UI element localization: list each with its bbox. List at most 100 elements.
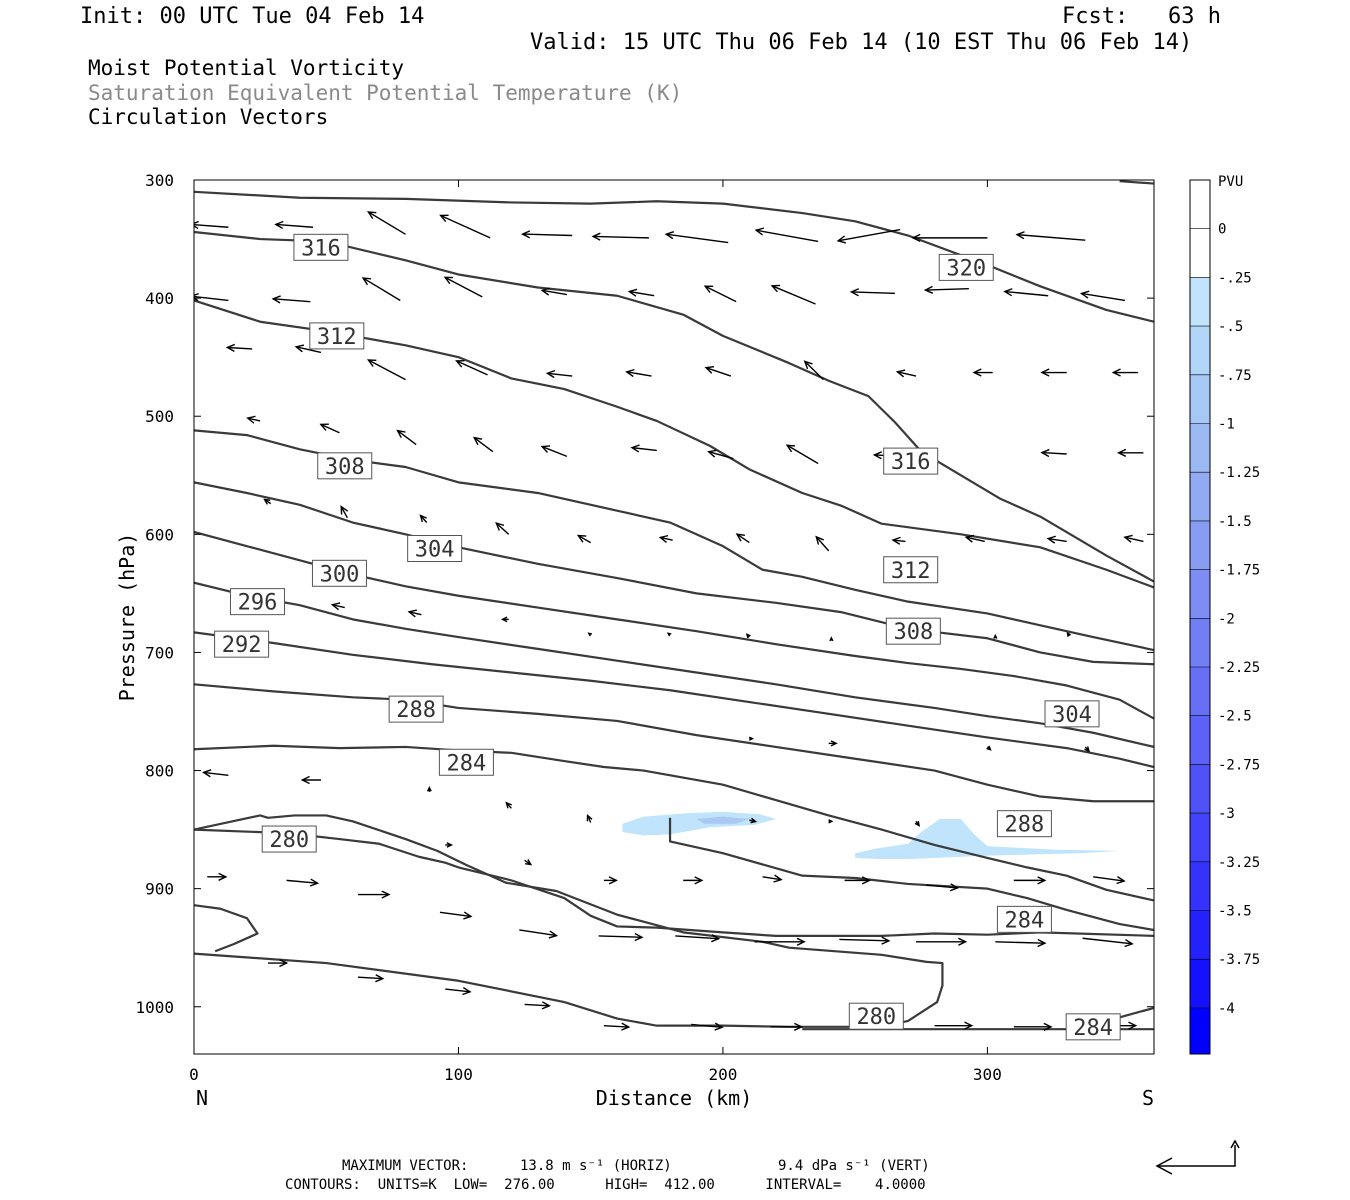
circulation-vector [439, 214, 491, 239]
theta-e-contour [194, 904, 259, 953]
colorbar-swatch [1190, 472, 1210, 521]
circulation-vector [770, 284, 816, 305]
colorbar-level-label: -.75 [1218, 368, 1252, 384]
circulation-vector [300, 775, 321, 785]
x-tick-label: 0 [189, 1065, 199, 1084]
field-title-vectors: Circulation Vectors [88, 105, 329, 129]
contour-label-text: 316 [891, 450, 931, 475]
colorbar-level-label: -1.5 [1218, 514, 1252, 530]
contour-label: 292 [214, 630, 270, 658]
colorbar-level-label: -3 [1218, 806, 1235, 822]
circulation-vector [361, 277, 401, 302]
theta-e-contour [194, 814, 944, 1028]
contour-label-text: 304 [415, 537, 455, 562]
circulation-vector [455, 359, 488, 376]
contour-label: 300 [311, 559, 367, 587]
circulation-vector [625, 368, 652, 378]
contour-label-text: 312 [891, 559, 931, 584]
colorbar-swatch [1190, 423, 1210, 473]
colorbar-swatch [1190, 959, 1210, 1008]
circulation-vector [294, 344, 322, 354]
colorbar-swatch [1190, 861, 1210, 911]
circulation-vector [630, 444, 657, 453]
contour-info: CONTOURS: UNITS=K LOW= 276.00 HIGH= 412.… [285, 1177, 926, 1193]
x-end-label-south: S [1142, 1086, 1154, 1110]
circulation-vector [263, 498, 272, 505]
circulation-vector [540, 445, 568, 458]
circulation-vector [691, 1022, 724, 1031]
y-tick-label: 700 [145, 643, 174, 662]
contour-label: 304 [1044, 700, 1100, 728]
circulation-vector [545, 369, 573, 379]
circulation-vector [828, 740, 838, 747]
colorbar-swatch [1190, 1007, 1210, 1054]
contour-label-text: 320 [946, 256, 986, 281]
colorbar-swatch [1190, 180, 1210, 229]
circulation-vector [986, 745, 992, 751]
contour-label-text: 288 [396, 698, 436, 723]
contour-label-text: 292 [222, 633, 262, 658]
circulation-vector [268, 958, 289, 968]
circulation-vector [524, 1001, 551, 1010]
circulation-vector [993, 633, 998, 639]
circulation-vector [587, 632, 593, 637]
max-vector-label: MAXIMUM VECTOR: [342, 1158, 469, 1174]
y-tick-label: 500 [145, 407, 174, 426]
circulation-vector [735, 533, 750, 544]
circulation-vector [745, 633, 751, 639]
colorbar-level-label: -2 [1218, 611, 1235, 627]
colorbar-level-label: -.25 [1218, 270, 1252, 286]
pv-shade-region [855, 818, 1120, 860]
circulation-vector [225, 343, 253, 352]
circulation-vector [627, 288, 655, 297]
circulation-vector [1117, 448, 1144, 457]
theta-e-contour [194, 230, 1154, 583]
colorbar-swatch [1190, 569, 1210, 619]
circulation-vector [844, 876, 871, 885]
colorbar-level-label: -4 [1218, 1001, 1235, 1017]
circulation-vector [703, 285, 737, 303]
pv-colorbar: 0 -.25 -.5 -.75 -1 -1.25 -1.5 -1.75 -2 -2.25 -2.5 -… [1189, 179, 1260, 1055]
colorbar-level-label: -3.5 [1218, 904, 1252, 920]
y-tick-label: 1000 [135, 998, 174, 1017]
colorbar-swatch [1190, 715, 1210, 765]
colorbar-level-label: -1.75 [1218, 563, 1260, 579]
colorbar-swatch [1190, 228, 1210, 278]
circulation-vector [683, 876, 704, 885]
colorbar-swatch [1190, 910, 1210, 960]
circulation-vector [330, 602, 345, 611]
circulation-vector [1123, 534, 1144, 543]
colorbar-swatch [1190, 813, 1210, 862]
circulation-vector [443, 276, 483, 298]
circulation-vector [911, 233, 988, 242]
circulation-vector [495, 522, 510, 535]
colorbar-swatch [1190, 618, 1210, 667]
circulation-vector [664, 231, 729, 244]
colorbar-swatch [1190, 374, 1210, 424]
colorbar-level-label: -.5 [1218, 319, 1243, 335]
circulation-vector [754, 937, 806, 946]
circulation-vector [748, 736, 755, 741]
colorbar-level-label: -3.25 [1218, 855, 1260, 871]
contour-label-text: 284 [447, 751, 487, 776]
circulation-vector [366, 211, 406, 235]
circulation-vector [576, 534, 592, 544]
circulation-vector [207, 872, 228, 881]
circulation-vector [707, 449, 734, 460]
colorbar-frame [1189, 179, 1211, 1055]
circulation-vector [194, 292, 229, 302]
axis-layer: 0 100 200 300 300 400 500 600 700 800 900 1000 [135, 171, 1154, 1084]
colorbar-level-label: -2.5 [1218, 709, 1252, 725]
max-vector-horiz: 13.8 m s⁻¹ (HORIZ) [520, 1158, 672, 1174]
circulation-vector [785, 444, 819, 465]
circulation-vector [500, 616, 509, 623]
circulation-vector [286, 878, 320, 887]
colorbar-level-label: -1.25 [1218, 465, 1260, 481]
contour-label: 284 [996, 905, 1052, 933]
circulation-vector [803, 360, 824, 381]
circulation-vector [439, 911, 473, 920]
theta-e-contour [194, 631, 1154, 769]
circulation-vector [658, 534, 673, 543]
circulation-vector [754, 227, 819, 243]
contour-label-text: 308 [893, 620, 933, 645]
